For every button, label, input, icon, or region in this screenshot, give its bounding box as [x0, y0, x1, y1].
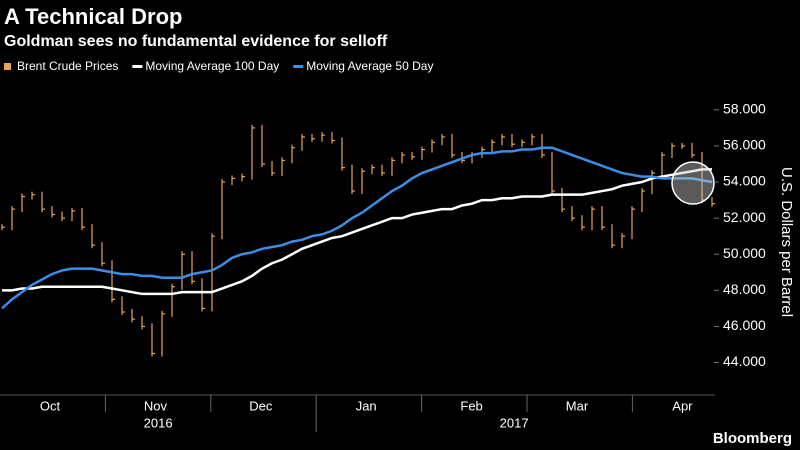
legend-label: Moving Average 100 Day [145, 59, 279, 73]
highlight-circle [671, 161, 715, 205]
y-tick-label: 52.000 [723, 209, 766, 225]
x-tick-label: Feb [460, 398, 482, 413]
x-tick-label: Apr [672, 398, 693, 413]
y-tick-label: 56.000 [723, 137, 766, 153]
y-tick-label: 50.000 [723, 245, 766, 261]
series-line [2, 168, 712, 296]
legend-swatch [4, 63, 11, 70]
y-axis-label: U.S. Dollars per Barrel [778, 167, 795, 317]
x-group-label: 2017 [500, 415, 529, 430]
chart-subtitle: Goldman sees no fundamental evidence for… [4, 33, 388, 50]
y-tick-label: 46.000 [723, 317, 766, 333]
x-tick-label: Mar [566, 398, 589, 413]
legend-label: Moving Average 50 Day [306, 59, 433, 73]
chart-title: A Technical Drop [4, 4, 182, 29]
legend-swatch [132, 65, 143, 68]
y-tick-label: 54.000 [723, 173, 766, 189]
x-tick-label: Oct [40, 398, 61, 413]
x-tick-label: Jan [356, 398, 377, 413]
x-group-label: 2016 [144, 415, 173, 430]
x-tick-label: Nov [144, 398, 168, 413]
y-tick-label: 44.000 [723, 353, 766, 369]
series-line [1, 146, 713, 310]
y-tick-label: 58.000 [723, 101, 766, 117]
x-tick-label: Dec [249, 398, 273, 413]
legend-label: Brent Crude Prices [17, 59, 118, 73]
source-label: Bloomberg [713, 430, 792, 447]
legend-swatch [293, 65, 304, 68]
y-tick-label: 48.000 [723, 281, 766, 297]
